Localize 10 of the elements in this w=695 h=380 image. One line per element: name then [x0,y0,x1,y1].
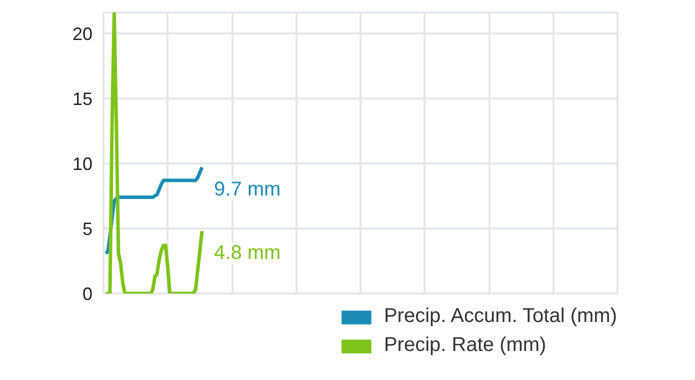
y-tick-label: 5 [82,218,93,239]
annotation: 9.7 mm [214,178,281,200]
y-tick-label: 0 [82,284,93,304]
line-series [104,12,204,294]
annotation: 4.8 mm [214,242,281,264]
legend-label: Precip. Accum. Total (mm) [384,305,617,328]
y-tick-label: 10 [72,154,93,174]
y-tick-label: 20 [72,24,93,44]
y-tick-label: 15 [72,88,93,109]
legend-label: Precip. Rate (mm) [384,334,546,357]
